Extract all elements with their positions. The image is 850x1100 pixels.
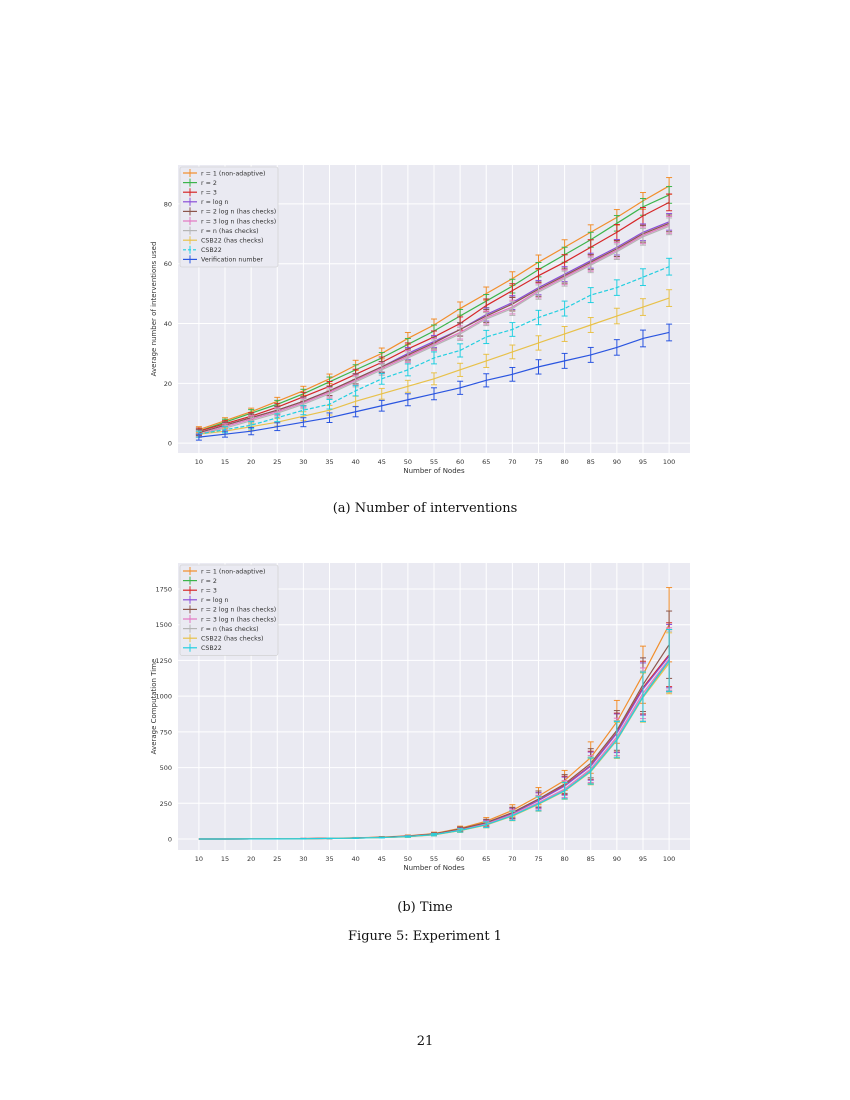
x-tick-label: 55 <box>430 855 438 863</box>
x-tick-label: 45 <box>378 855 386 863</box>
x-tick-label: 70 <box>508 855 516 863</box>
x-tick-label: 60 <box>456 855 464 863</box>
x-tick-label: 70 <box>508 458 516 466</box>
y-tick-label: 1250 <box>155 657 172 665</box>
x-tick-label: 90 <box>613 855 621 863</box>
x-tick-label: 65 <box>482 855 490 863</box>
x-tick-label: 45 <box>378 458 386 466</box>
y-axis-label: Average Computation Time <box>150 659 158 755</box>
y-tick-label: 40 <box>164 320 172 328</box>
chart-time: 0 250 500 750 1000 1250 1500 1750 10 15 20 25 30 35 40… <box>150 563 690 872</box>
y-axis-label: Average number of interventions used <box>150 242 158 377</box>
legend-label: r = 2 log n (has checks) <box>201 607 276 614</box>
legend-box <box>179 564 279 656</box>
x-tick-label: 75 <box>534 855 542 863</box>
caption-a: (a) Number of interventions <box>332 501 518 516</box>
x-tick-label: 15 <box>221 855 229 863</box>
legend-label: r = 3 <box>201 190 217 197</box>
legend-label: CSB22 (has checks) <box>201 636 264 643</box>
x-tick-label: 20 <box>247 458 255 466</box>
x-tick-label: 50 <box>404 458 412 466</box>
legend-label: r = 2 log n (has checks) <box>201 209 276 216</box>
x-tick-label: 100 <box>663 458 675 466</box>
legend: r = 1 (non-adaptive) r = 2 r = 3 r = log n r… <box>179 564 279 656</box>
caption-b: (b) Time <box>397 900 453 915</box>
x-tick-label: 95 <box>639 855 647 863</box>
x-tick-label: 40 <box>351 855 359 863</box>
x-tick-label: 60 <box>456 458 464 466</box>
x-tick-label: 40 <box>351 458 359 466</box>
x-tick-label: 15 <box>221 458 229 466</box>
y-tick-label: 0 <box>168 836 172 844</box>
y-tick-label: 1500 <box>155 621 172 629</box>
figure-caption: Figure 5: Experiment 1 <box>348 929 502 944</box>
legend-label: CSB22 <box>201 645 222 652</box>
y-tick-label: 80 <box>164 200 172 208</box>
legend-label: r = 3 log n (has checks) <box>201 616 276 623</box>
x-tick-label: 90 <box>613 458 621 466</box>
legend-label: r = log n <box>201 597 228 604</box>
y-tick-label: 500 <box>160 764 172 772</box>
chart-interventions: 0 20 40 60 80 10 15 20 25 30 35 40 45 50 55 60 65 70 75 80 8… <box>150 165 690 475</box>
legend-box <box>179 166 279 268</box>
legend-label: r = 1 (non-adaptive) <box>201 568 265 575</box>
series-8 <box>195 257 673 438</box>
x-tick-label: 95 <box>639 458 647 466</box>
legend-label: CSB22 (has checks) <box>201 238 264 245</box>
x-tick-label: 10 <box>195 458 203 466</box>
x-tick-label: 10 <box>195 855 203 863</box>
x-tick-label: 35 <box>325 855 333 863</box>
x-tick-label: 55 <box>430 458 438 466</box>
series-9 <box>195 323 673 441</box>
legend-label: r = 3 <box>201 588 217 595</box>
x-tick-label: 30 <box>299 855 307 863</box>
legend: r = 1 (non-adaptive) r = 2 r = 3 r = log n r… <box>179 166 279 268</box>
legend-label: r = 2 <box>201 578 217 585</box>
x-tick-label: 25 <box>273 855 281 863</box>
y-tick-label: 0 <box>168 440 172 448</box>
legend-label: r = 3 log n (has checks) <box>201 218 276 225</box>
legend-label: r = n (has checks) <box>201 228 259 235</box>
x-tick-label: 80 <box>560 855 568 863</box>
legend-label: Verification number <box>201 257 263 264</box>
x-tick-label: 85 <box>587 855 595 863</box>
page-number: 21 <box>416 1034 434 1049</box>
x-tick-label: 50 <box>404 855 412 863</box>
y-tick-label: 1000 <box>155 693 172 701</box>
x-tick-label: 75 <box>534 458 542 466</box>
legend-label: r = log n <box>201 199 228 206</box>
legend-label: CSB22 <box>201 247 222 254</box>
x-tick-label: 85 <box>587 458 595 466</box>
y-tick-label: 60 <box>164 260 172 268</box>
y-tick-label: 750 <box>160 728 172 736</box>
y-tick-label: 20 <box>164 380 172 388</box>
x-tick-label: 80 <box>560 458 568 466</box>
x-tick-label: 65 <box>482 458 490 466</box>
x-tick-label: 100 <box>663 855 675 863</box>
legend-label: r = 2 <box>201 180 217 187</box>
x-tick-label: 35 <box>325 458 333 466</box>
x-tick-label: 25 <box>273 458 281 466</box>
y-tick-label: 1750 <box>155 586 172 594</box>
series-8 <box>198 628 673 840</box>
y-tick-label: 250 <box>160 800 172 808</box>
x-axis-label: Number of Nodes <box>403 467 465 475</box>
x-tick-label: 30 <box>299 458 307 466</box>
legend-label: r = n (has checks) <box>201 626 259 633</box>
x-axis-label: Number of Nodes <box>403 864 465 872</box>
legend-label: r = 1 (non-adaptive) <box>201 170 265 177</box>
x-tick-label: 20 <box>247 855 255 863</box>
